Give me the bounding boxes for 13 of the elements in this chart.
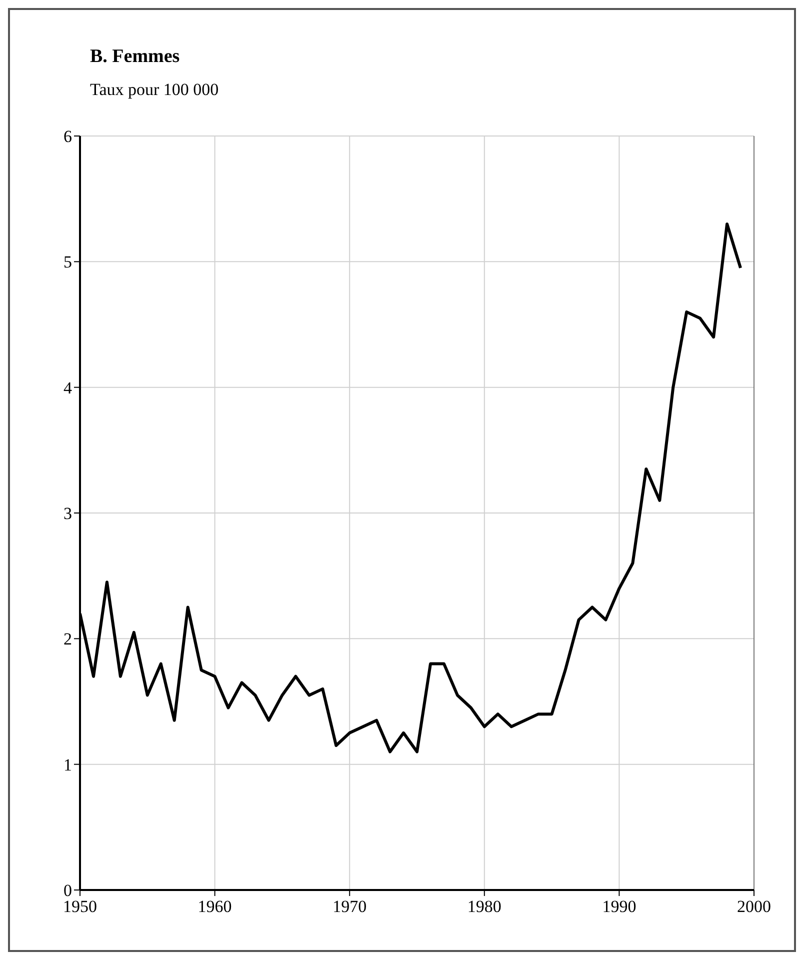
x-tick-label: 1970 (332, 897, 367, 916)
y-tick-label: 4 (64, 378, 72, 398)
x-tick-label: 2000 (737, 897, 771, 916)
y-tick-label: 3 (64, 504, 72, 524)
y-tick-label: 2 (64, 630, 72, 649)
y-tick-label: 6 (64, 127, 72, 146)
x-tick-label: 1990 (602, 897, 636, 916)
y-tick-label: 5 (64, 252, 72, 272)
x-tick-label: 1980 (467, 897, 502, 916)
chart-title: B. Femmes (90, 46, 180, 68)
y-tick-label: 1 (64, 755, 72, 774)
x-tick-label: 1960 (198, 897, 232, 916)
chart-subtitle: Taux pour 100 000 (90, 80, 219, 100)
